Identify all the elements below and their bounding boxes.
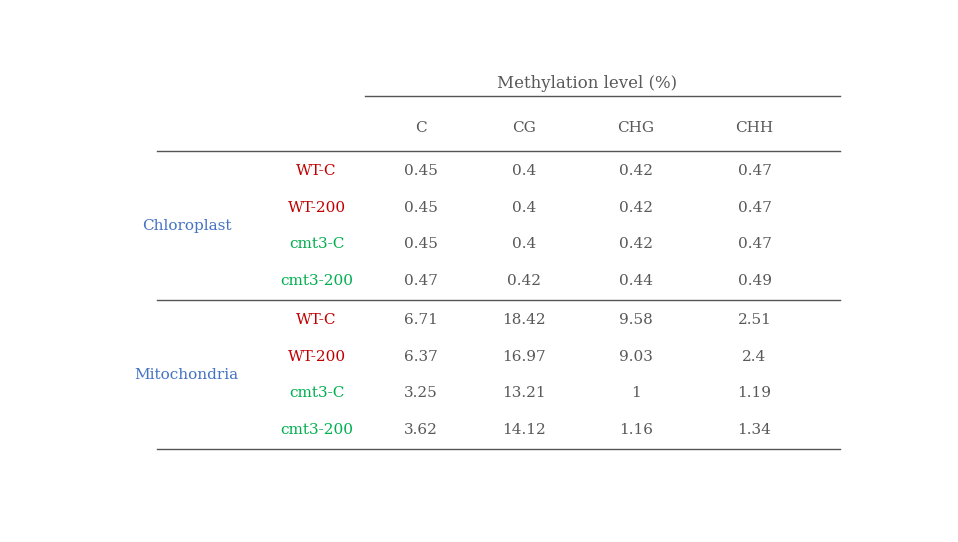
Text: WT-C: WT-C xyxy=(296,164,337,178)
Text: Mitochondria: Mitochondria xyxy=(134,368,239,382)
Text: 16.97: 16.97 xyxy=(503,350,546,364)
Text: 1.19: 1.19 xyxy=(738,386,771,401)
Text: 6.71: 6.71 xyxy=(403,313,438,327)
Text: 0.42: 0.42 xyxy=(508,274,541,288)
Text: 6.37: 6.37 xyxy=(403,350,437,364)
Text: 3.25: 3.25 xyxy=(403,386,437,401)
Text: 18.42: 18.42 xyxy=(503,313,546,327)
Text: 0.47: 0.47 xyxy=(738,201,771,215)
Text: 0.42: 0.42 xyxy=(619,237,652,251)
Text: cmt3-C: cmt3-C xyxy=(288,237,344,251)
Text: 0.45: 0.45 xyxy=(403,237,438,251)
Text: CG: CG xyxy=(513,121,536,134)
Text: 13.21: 13.21 xyxy=(503,386,546,401)
Text: 0.4: 0.4 xyxy=(513,201,536,215)
Text: 2.51: 2.51 xyxy=(738,313,771,327)
Text: WT-200: WT-200 xyxy=(287,350,346,364)
Text: WT-200: WT-200 xyxy=(287,201,346,215)
Text: WT-C: WT-C xyxy=(296,313,337,327)
Text: 0.42: 0.42 xyxy=(619,201,652,215)
Text: cmt3-C: cmt3-C xyxy=(288,386,344,401)
Text: cmt3-200: cmt3-200 xyxy=(280,423,353,437)
Text: 14.12: 14.12 xyxy=(503,423,546,437)
Text: Chloroplast: Chloroplast xyxy=(142,219,231,233)
Text: 0.45: 0.45 xyxy=(403,201,438,215)
Text: 3.62: 3.62 xyxy=(403,423,438,437)
Text: 1: 1 xyxy=(631,386,641,401)
Text: 2.4: 2.4 xyxy=(742,350,766,364)
Text: Methylation level (%): Methylation level (%) xyxy=(497,75,677,92)
Text: 0.49: 0.49 xyxy=(738,274,771,288)
Text: 0.47: 0.47 xyxy=(738,237,771,251)
Text: cmt3-200: cmt3-200 xyxy=(280,274,353,288)
Text: 1.16: 1.16 xyxy=(619,423,652,437)
Text: 0.4: 0.4 xyxy=(513,237,536,251)
Text: CHH: CHH xyxy=(736,121,774,134)
Text: C: C xyxy=(415,121,426,134)
Text: 9.03: 9.03 xyxy=(619,350,652,364)
Text: 0.47: 0.47 xyxy=(403,274,438,288)
Text: CHG: CHG xyxy=(617,121,654,134)
Text: 0.47: 0.47 xyxy=(738,164,771,178)
Text: 0.44: 0.44 xyxy=(619,274,652,288)
Text: 0.45: 0.45 xyxy=(403,164,438,178)
Text: 0.42: 0.42 xyxy=(619,164,652,178)
Text: 0.4: 0.4 xyxy=(513,164,536,178)
Text: 1.34: 1.34 xyxy=(738,423,771,437)
Text: 9.58: 9.58 xyxy=(619,313,652,327)
